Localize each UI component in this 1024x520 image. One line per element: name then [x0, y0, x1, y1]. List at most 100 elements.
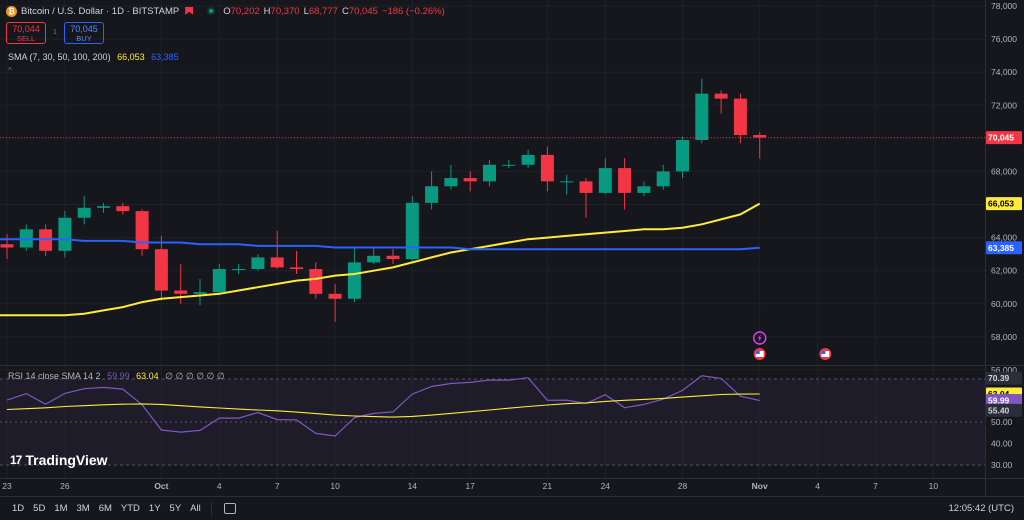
candle-body [483, 164, 496, 182]
timeframe-6m[interactable]: 6M [98, 503, 112, 514]
timeframe-all[interactable]: All [190, 503, 201, 514]
rsi-line [6, 375, 760, 437]
ohlc-high-key: H [263, 5, 271, 17]
flag-icon[interactable] [185, 7, 194, 15]
candle-body [637, 186, 651, 193]
time-tick-label: 28 [678, 481, 688, 491]
candle-body [328, 293, 342, 299]
sma-yellow-tag-bg [986, 197, 1022, 211]
sma-yellow-tag: 66,053 [988, 199, 1014, 209]
tradingview-logo-text: TradingView [25, 452, 108, 468]
ohlc-change: −186 (−0.26%) [381, 5, 445, 17]
collapse-legend-icon[interactable]: ^ [8, 66, 12, 75]
us-flag-canton-icon [821, 351, 826, 354]
time-tick-label: 7 [873, 481, 878, 491]
timeframe-1m[interactable]: 1M [54, 503, 68, 514]
rsi-band-fill [0, 379, 985, 465]
rsi-tick-label: 40.00 [991, 439, 1013, 449]
utc-clock[interactable]: 12:05:42 (UTC) [948, 503, 1014, 514]
candle-body [521, 154, 535, 165]
axes-layer: 78,00076,00074,00072,00070,00068,00066,0… [0, 1, 1024, 491]
candle-body [0, 244, 14, 248]
sma-blue-value: 63,385 [151, 52, 179, 62]
rsi-legend-sma: 63.04 [136, 371, 159, 381]
rsi-value-tag-bg [986, 403, 1022, 417]
time-tick-label: Oct [154, 481, 168, 491]
symbol-title[interactable]: Bitcoin / U.S. Dollar · 1D · BITSTAMP [21, 5, 180, 17]
price-tick-label: 56,000 [991, 365, 1017, 375]
toolbar-divider [210, 501, 212, 516]
timeframe-3m[interactable]: 3M [76, 503, 90, 514]
candle-body [579, 181, 593, 193]
rsi-legend-placeholders: ∅ ∅ ∅ ∅ ∅ ∅ [165, 371, 225, 381]
sma-legend[interactable]: SMA (7, 30, 50, 100, 200) 66,053 63,385 [8, 52, 179, 62]
rsi-pane [0, 366, 985, 478]
price-tick-label: 68,000 [991, 166, 1017, 176]
candle-body [212, 269, 226, 293]
candle-body [560, 181, 574, 183]
rsi-value-tag: 63.04 [988, 389, 1010, 399]
buy-button[interactable]: 70,045 BUY [64, 22, 104, 44]
candle-body [540, 154, 554, 182]
ohlc-open-value: 70,202 [230, 5, 260, 17]
candle-body [598, 168, 612, 193]
rsi-value-tag-bg [986, 394, 1022, 408]
buy-label: BUY [76, 34, 92, 43]
last-price-tag-bg [986, 131, 1022, 145]
time-tick-label: 17 [465, 481, 475, 491]
candle-body [97, 206, 110, 208]
sell-label: SELL [16, 34, 36, 43]
rsi-legend-name: RSI 14 close SMA 14 2 [8, 371, 101, 381]
candle-body [425, 186, 439, 203]
timeframe-1y[interactable]: 1Y [148, 503, 161, 514]
candle-body [367, 255, 381, 263]
time-tick-label: 7 [275, 481, 280, 491]
price-tick-label: 78,000 [991, 1, 1017, 11]
time-tick-label: 10 [330, 481, 340, 491]
timeframe-ytd[interactable]: YTD [120, 503, 140, 514]
rsi-tick-label: 50.00 [991, 417, 1013, 427]
candle-body [714, 93, 728, 99]
buy-price: 70,045 [70, 24, 98, 34]
ohlc-close-value: 70,045 [348, 5, 378, 17]
price-tick-label: 74,000 [991, 67, 1017, 77]
ohlc-low-key: L [303, 5, 309, 17]
candle-body [695, 93, 709, 140]
sell-price: 70,044 [12, 24, 40, 34]
symbol-ohlc-legend: ₿ Bitcoin / U.S. Dollar · 1D · BITSTAMP … [6, 4, 445, 18]
time-tick-label: 4 [217, 481, 222, 491]
sma-yellow-line [0, 202, 761, 317]
price-tick-label: 60,000 [991, 299, 1017, 309]
candle-body [676, 139, 689, 172]
rsi-legend[interactable]: RSI 14 close SMA 14 2 59.99 63.04 ∅ ∅ ∅ … [8, 371, 225, 382]
timeframe-5d[interactable]: 5D [33, 503, 46, 514]
tradingview-logo[interactable]: 17 TradingView [10, 452, 108, 468]
ohlc-close-key: C [341, 5, 349, 17]
sell-button[interactable]: 70,044 SELL [6, 22, 46, 44]
candle-body [309, 269, 323, 294]
time-tick-label: Nov [752, 481, 768, 491]
time-tick-label: 26 [60, 481, 70, 491]
candle-body [154, 249, 168, 291]
timeframe-5y[interactable]: 5Y [169, 503, 182, 514]
chart-canvas[interactable]: 78,00076,00074,00072,00070,00068,00066,0… [0, 0, 1024, 496]
candle-body [193, 292, 207, 294]
price-tick-label: 76,000 [991, 34, 1017, 44]
candle-body [232, 269, 246, 271]
timeframe-1d[interactable]: 1D [12, 503, 25, 514]
sma-blue-line [0, 238, 760, 251]
last-price-tag: 70,045 [988, 133, 1014, 143]
ohlc-low-value: 68,777 [308, 5, 338, 17]
sma-blue-tag-bg [986, 241, 1022, 255]
candle-body [502, 164, 516, 166]
tradingview-mark-icon: 17 [10, 453, 22, 467]
rsi-value-tag-bg [986, 371, 1022, 385]
candle-body [347, 262, 361, 299]
calendar-icon[interactable] [223, 503, 236, 514]
candle-body [135, 211, 149, 250]
time-tick-label: 10 [929, 481, 939, 491]
candle-body [386, 255, 400, 260]
lightning-icon [757, 334, 762, 342]
price-tick-label: 62,000 [991, 266, 1017, 276]
